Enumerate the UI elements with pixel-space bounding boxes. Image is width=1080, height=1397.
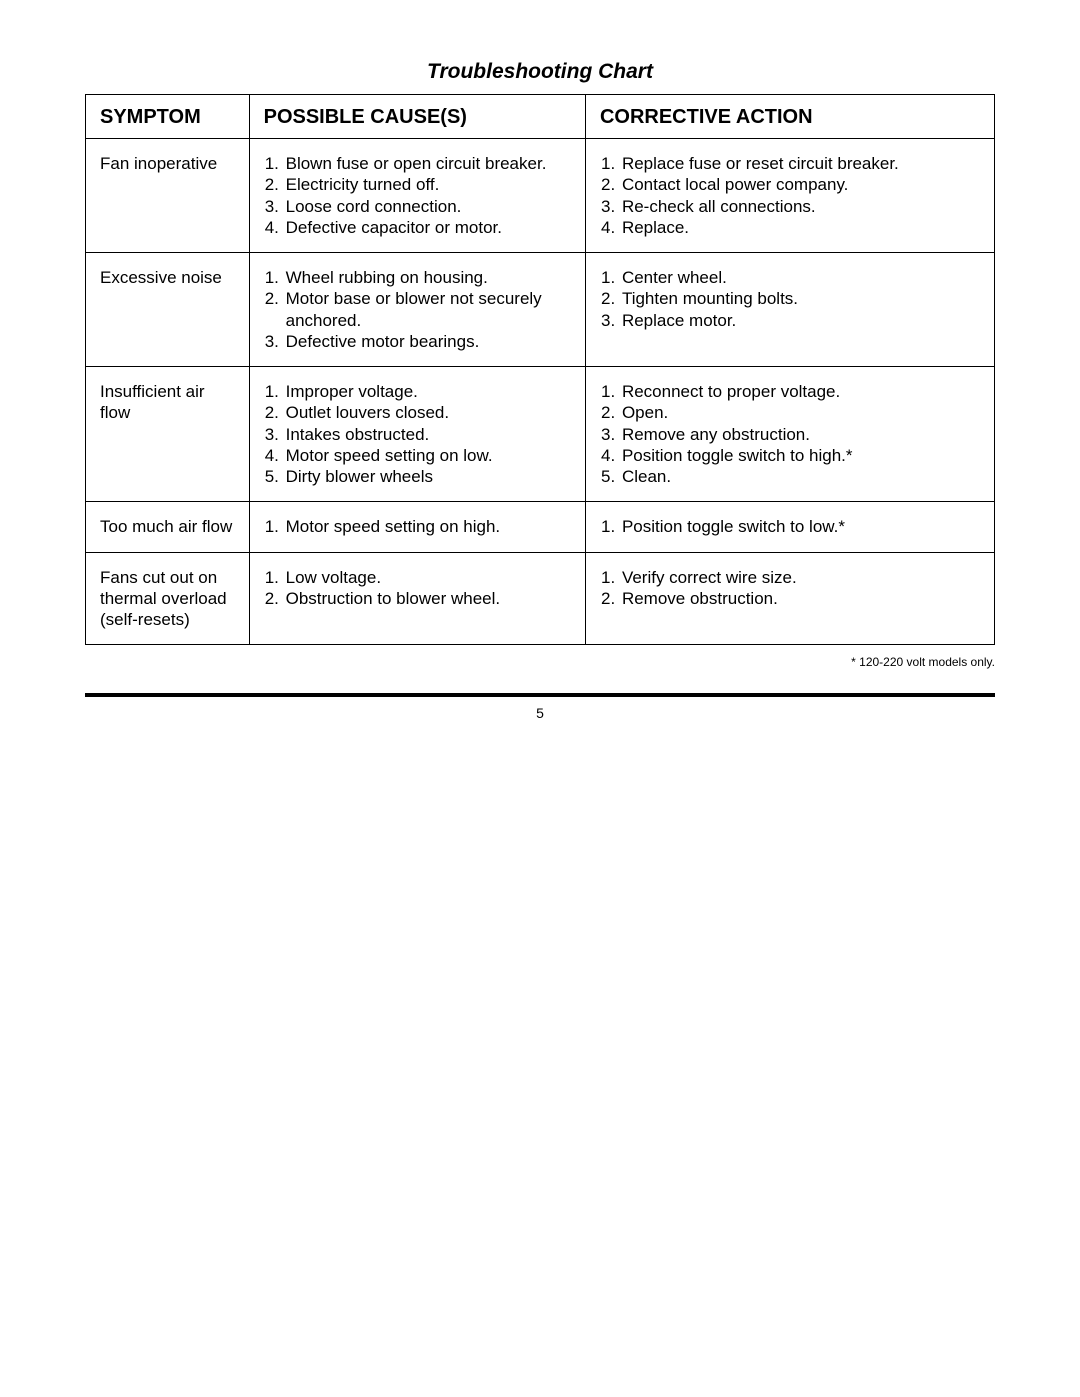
symptom-cell: Fan inoperative (86, 139, 250, 253)
causes-cell: Motor speed setting on high. (249, 502, 585, 552)
table-row: Insufficient air flowImproper voltage.Ou… (86, 367, 995, 502)
cause-item: Improper voltage. (284, 381, 571, 402)
action-item: Contact local power company. (620, 174, 980, 195)
action-item: Re-check all connections. (620, 196, 980, 217)
action-item: Clean. (620, 466, 980, 487)
causes-cell: Wheel rubbing on housing.Motor base or b… (249, 253, 585, 367)
page-number: 5 (85, 705, 995, 721)
header-symptom: SYMPTOM (86, 95, 250, 139)
cause-item: Dirty blower wheels (284, 466, 571, 487)
symptom-cell: Fans cut out on thermal overload (self-r… (86, 552, 250, 645)
cause-item: Wheel rubbing on housing. (284, 267, 571, 288)
action-item: Replace fuse or reset circuit breaker. (620, 153, 980, 174)
table-row: Fan inoperativeBlown fuse or open circui… (86, 139, 995, 253)
table-row: Excessive noiseWheel rubbing on housing.… (86, 253, 995, 367)
symptom-cell: Insufficient air flow (86, 367, 250, 502)
header-action: CORRECTIVE ACTION (585, 95, 994, 139)
action-item: Tighten mounting bolts. (620, 288, 980, 309)
causes-cell: Blown fuse or open circuit breaker.Elect… (249, 139, 585, 253)
causes-cell: Improper voltage.Outlet louvers closed.I… (249, 367, 585, 502)
troubleshooting-table: SYMPTOM POSSIBLE CAUSE(S) CORRECTIVE ACT… (85, 94, 995, 645)
cause-item: Defective capacitor or motor. (284, 217, 571, 238)
action-item: Center wheel. (620, 267, 980, 288)
action-item: Open. (620, 402, 980, 423)
action-cell: Verify correct wire size.Remove obstruct… (585, 552, 994, 645)
cause-item: Motor speed setting on low. (284, 445, 571, 466)
cause-item: Blown fuse or open circuit breaker. (284, 153, 571, 174)
action-cell: Center wheel.Tighten mounting bolts.Repl… (585, 253, 994, 367)
table-row: Too much air flow Motor speed setting on … (86, 502, 995, 552)
action-cell: Reconnect to proper voltage.Open.Remove … (585, 367, 994, 502)
action-item: Position toggle switch to low.* (620, 516, 980, 537)
action-item: Remove any obstruction. (620, 424, 980, 445)
cause-item: Outlet louvers closed. (284, 402, 571, 423)
cause-item: Motor base or blower not securely anchor… (284, 288, 571, 331)
document-page: Troubleshooting Chart SYMPTOM POSSIBLE C… (0, 0, 1080, 1397)
cause-item: Motor speed setting on high. (284, 516, 571, 537)
action-item: Verify correct wire size. (620, 567, 980, 588)
action-item: Reconnect to proper voltage. (620, 381, 980, 402)
table-header-row: SYMPTOM POSSIBLE CAUSE(S) CORRECTIVE ACT… (86, 95, 995, 139)
cause-item: Loose cord connection. (284, 196, 571, 217)
page-divider (85, 693, 995, 697)
table-body: Fan inoperativeBlown fuse or open circui… (86, 139, 995, 645)
cause-item: Intakes obstructed. (284, 424, 571, 445)
chart-title: Troubleshooting Chart (85, 60, 995, 84)
action-item: Position toggle switch to high.* (620, 445, 980, 466)
cause-item: Obstruction to blower wheel. (284, 588, 571, 609)
footnote: * 120-220 volt models only. (85, 655, 995, 669)
causes-cell: Low voltage.Obstruction to blower wheel. (249, 552, 585, 645)
cause-item: Electricity turned off. (284, 174, 571, 195)
header-causes: POSSIBLE CAUSE(S) (249, 95, 585, 139)
cause-item: Defective motor bearings. (284, 331, 571, 352)
action-cell: Replace fuse or reset circuit breaker.Co… (585, 139, 994, 253)
symptom-cell: Excessive noise (86, 253, 250, 367)
symptom-cell: Too much air flow (86, 502, 250, 552)
cause-item: Low voltage. (284, 567, 571, 588)
table-row: Fans cut out on thermal overload (self-r… (86, 552, 995, 645)
action-cell: Position toggle switch to low.* (585, 502, 994, 552)
action-item: Replace. (620, 217, 980, 238)
action-item: Remove obstruction. (620, 588, 980, 609)
action-item: Replace motor. (620, 310, 980, 331)
